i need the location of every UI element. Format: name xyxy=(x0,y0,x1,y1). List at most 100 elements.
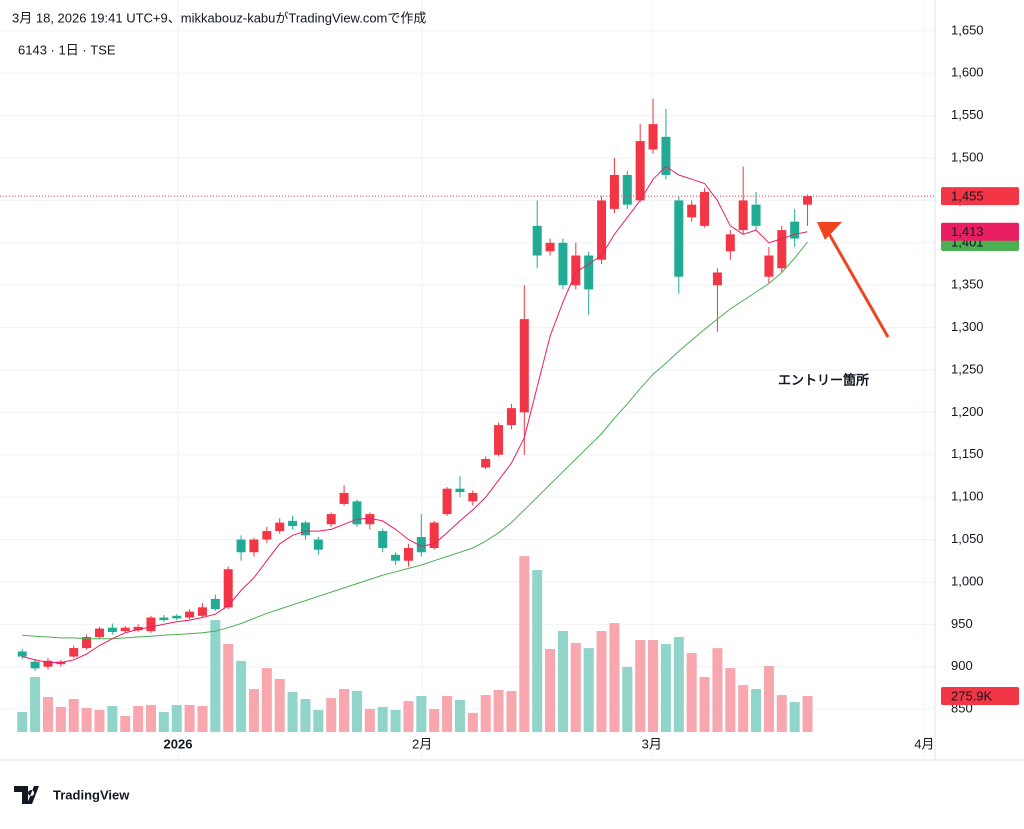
volume-bar xyxy=(223,644,234,732)
candle-body xyxy=(262,531,272,540)
candle-body xyxy=(249,539,259,553)
candle-body xyxy=(339,492,349,504)
volume-bar xyxy=(158,712,169,732)
volume-bar xyxy=(660,644,671,732)
y-tick-label: 1,550 xyxy=(951,107,984,122)
volume-bar xyxy=(673,637,684,732)
candle-body xyxy=(94,628,104,638)
candle-body xyxy=(751,204,761,226)
price-pane xyxy=(0,98,935,671)
candle-body xyxy=(120,627,130,632)
candle-body xyxy=(468,492,478,502)
volume-bar xyxy=(107,706,118,732)
volume-bar xyxy=(429,709,440,732)
volume-bar xyxy=(30,677,41,732)
candle-body xyxy=(313,539,323,550)
volume-bar xyxy=(68,698,79,732)
volume-bar xyxy=(248,689,259,732)
volume-bar xyxy=(364,709,375,732)
volume-bar xyxy=(17,712,28,732)
candle-body xyxy=(236,539,246,553)
volume-bar xyxy=(570,643,581,732)
volume-bar xyxy=(751,689,762,732)
volume-bar xyxy=(583,648,594,732)
volume-bar xyxy=(442,695,453,732)
volume-bar xyxy=(261,668,272,732)
x-tick-label: 2月 xyxy=(412,736,432,751)
volume-bar xyxy=(120,715,131,732)
volume-bar xyxy=(133,706,144,732)
moving-average-line xyxy=(22,241,808,640)
volume-bar xyxy=(467,712,478,732)
volume-bar xyxy=(635,640,646,732)
price-tag-label: 1,455 xyxy=(951,189,984,204)
moving-average-line xyxy=(22,165,808,663)
candle-body xyxy=(275,522,285,532)
logo-icon xyxy=(14,786,39,804)
candle-body xyxy=(403,548,413,561)
candle-body xyxy=(545,242,555,252)
candle-body xyxy=(172,615,182,619)
volume-pane xyxy=(17,556,813,732)
y-tick-label: 950 xyxy=(951,616,973,631)
volume-bar xyxy=(55,706,66,732)
volume-bar xyxy=(519,556,530,732)
grid xyxy=(0,0,935,760)
volume-bar xyxy=(377,706,388,732)
volume-bar xyxy=(686,653,697,732)
candle-body xyxy=(764,255,774,277)
volume-bar xyxy=(532,570,543,732)
volume-bar xyxy=(776,695,787,732)
candle-body xyxy=(378,531,388,549)
candle-body xyxy=(700,191,710,226)
candle-body xyxy=(429,522,439,549)
volume-bar xyxy=(197,706,208,732)
candle-body xyxy=(790,221,800,239)
volume-bar xyxy=(622,667,633,732)
candle-body xyxy=(352,501,362,525)
candle-body xyxy=(571,255,581,286)
volume-bar xyxy=(596,631,607,732)
candle-body xyxy=(146,617,156,632)
x-tick-label: 4月 xyxy=(914,736,934,751)
candle-body xyxy=(455,488,465,493)
volume-bar xyxy=(738,685,749,732)
volume-bar xyxy=(236,661,247,732)
y-tick-label: 1,600 xyxy=(951,65,984,80)
volume-bar xyxy=(42,697,53,732)
y-tick-label: 1,050 xyxy=(951,531,984,546)
price-tag xyxy=(941,187,1019,206)
candle-body xyxy=(738,200,748,231)
price-tag xyxy=(941,222,1019,241)
candle-body xyxy=(107,627,117,632)
candle-body xyxy=(803,196,813,205)
volume-bar xyxy=(210,620,221,732)
candle-body xyxy=(442,488,452,515)
y-tick-label: 1,650 xyxy=(951,22,984,37)
volume-bar xyxy=(300,698,311,732)
volume-bar xyxy=(454,700,465,732)
candle-body xyxy=(635,141,645,201)
candle-body xyxy=(558,242,568,286)
candle-body xyxy=(622,174,632,205)
candle-body xyxy=(43,660,53,667)
candle-body xyxy=(661,136,671,175)
x-tick-label: 2026 xyxy=(164,736,193,751)
logo-text: TradingView xyxy=(53,787,130,802)
volume-bar xyxy=(506,691,517,732)
volume-bar xyxy=(339,689,350,732)
x-tick-label: 3月 xyxy=(642,736,662,751)
volume-bar xyxy=(145,704,156,732)
y-tick-label: 1,150 xyxy=(951,446,984,461)
volume-bar xyxy=(609,623,620,732)
candle-body xyxy=(300,522,310,536)
candle-body xyxy=(82,637,92,649)
y-tick-label: 900 xyxy=(951,658,973,673)
y-tick-label: 1,300 xyxy=(951,319,984,334)
volume-bar xyxy=(390,709,401,732)
volume-bar xyxy=(403,701,414,732)
volume-bar xyxy=(802,695,813,732)
candle-body xyxy=(159,617,169,621)
